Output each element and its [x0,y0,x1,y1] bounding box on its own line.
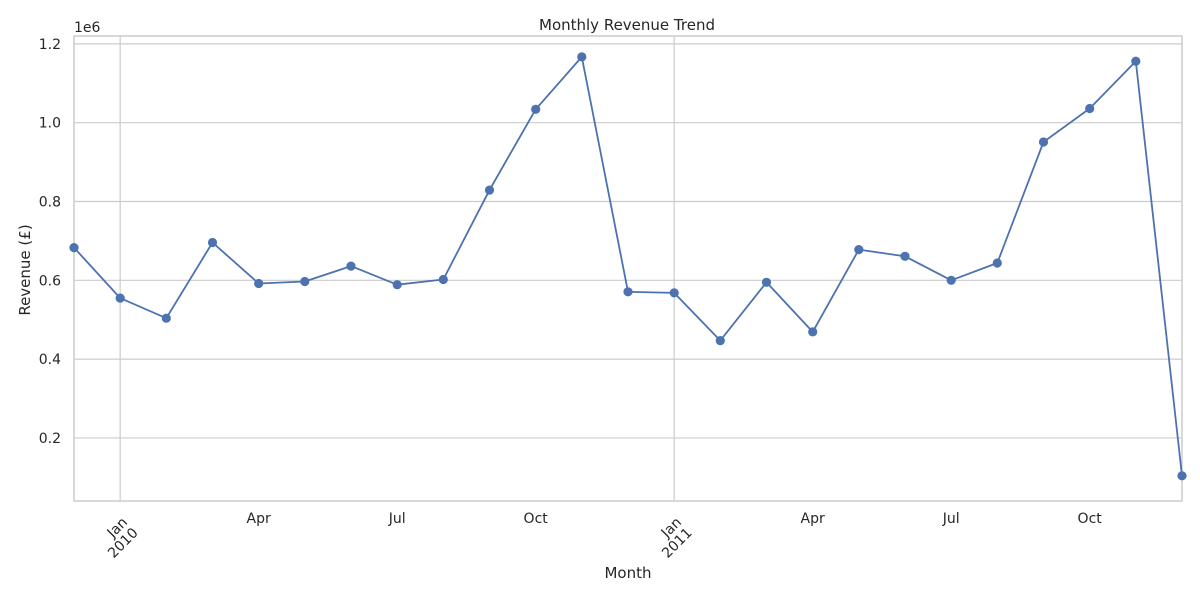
data-point [946,275,956,285]
y-tick-label: 0.8 [39,195,61,211]
data-point [854,245,864,255]
x-tick-label: Oct [1078,511,1103,527]
axes-border [73,35,1183,502]
y-tick-label: 0.4 [39,352,61,368]
data-point [1131,56,1141,66]
data-point [531,104,541,114]
data-point [1038,137,1049,147]
data-point [669,288,679,298]
x-tick-label: Jul [942,511,960,527]
data-point [115,293,125,303]
y-offset-label: 1e6 [74,20,101,36]
series-revenue [69,52,1187,481]
data-point [161,313,171,323]
data-point [1177,471,1187,481]
plot-area [74,36,1182,501]
y-axis-label: Revenue (£) [16,224,34,315]
x-axis-label: Month [604,564,651,582]
data-point [623,287,633,297]
data-point [300,276,310,287]
data-point [207,237,218,248]
data-point [761,277,772,287]
x-tick-label: Jul [388,511,406,527]
data-point [900,251,910,261]
x-tick-label: Apr [247,511,271,527]
data-point [392,280,402,290]
y-tick-label: 0.6 [39,273,61,289]
data-point [1085,103,1095,114]
y-axis-ticks: 0.2 0.4 0.6 0.8 1.0 1.2 [39,37,61,447]
data-point [438,274,448,285]
x-tick-label: Jan2010 [94,515,141,562]
data-point [484,185,495,195]
x-tick-label: Apr [801,511,825,527]
chart-title: Monthly Revenue Trend [539,16,715,34]
x-tick-label: Jan2011 [648,515,695,562]
data-point [808,327,818,337]
axes-frame [73,35,1183,502]
data-point [254,278,264,289]
y-tick-label: 0.2 [39,431,61,447]
y-tick-label: 1.2 [39,37,61,53]
data-point [69,243,79,253]
data-point [992,258,1002,268]
x-tick-label: Oct [524,511,549,527]
data-point [715,336,725,346]
x-axis-ticks: Jan2010 Apr Jul Oct Jan2011 Apr Jul Oct [94,511,1103,562]
data-point [346,261,356,271]
y-tick-label: 1.0 [39,116,61,132]
data-point [577,52,587,62]
